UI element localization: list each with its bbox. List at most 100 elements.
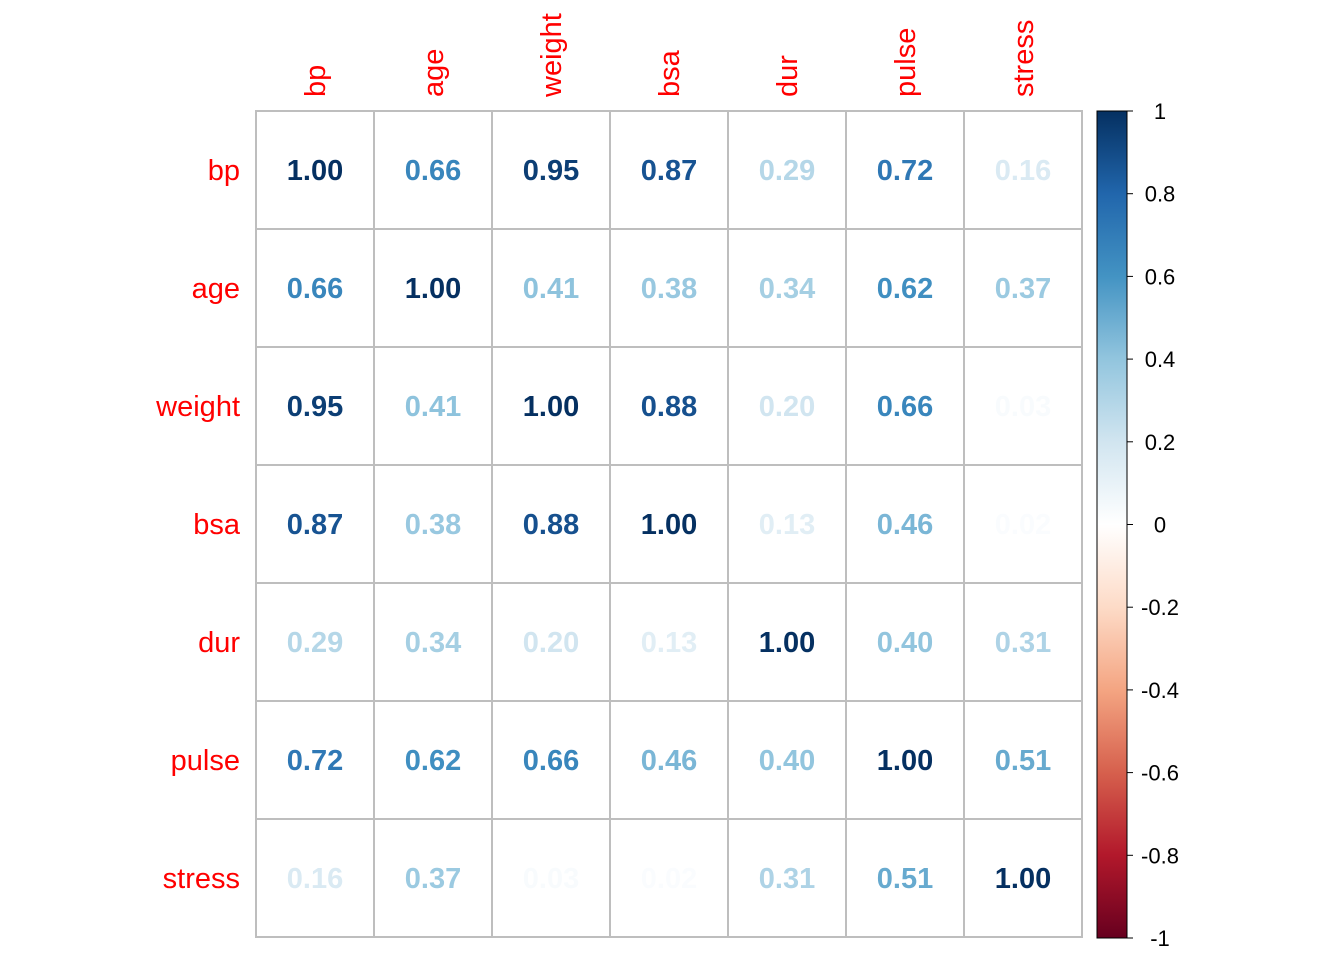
cell-value-bsa-weight: 0.88: [523, 509, 579, 541]
cell-value-weight-bp: 0.95: [287, 391, 343, 423]
cell-value-dur-bsa: 0.13: [641, 627, 697, 659]
cell-weight-age: [373, 346, 493, 466]
row-label-bp: bp: [208, 155, 240, 187]
cell-weight-weight: [491, 346, 611, 466]
cell-value-stress-pulse: 0.51: [877, 863, 933, 895]
cell-value-weight-weight: 1.00: [523, 391, 579, 423]
colorbar-tick-label: -0.6: [1141, 761, 1179, 786]
row-label-pulse: pulse: [171, 745, 240, 777]
column-label-dur: dur: [772, 55, 804, 97]
column-label-stress: stress: [1008, 20, 1040, 97]
cell-bsa-bp: [255, 464, 375, 584]
cell-value-pulse-bp: 0.72: [287, 745, 343, 777]
cell-value-age-pulse: 0.62: [877, 273, 933, 305]
cell-value-weight-stress: 0.03: [995, 391, 1051, 423]
row-labels: bp age weight bsa dur pulse stress: [155, 155, 241, 895]
cell-value-age-stress: 0.37: [995, 273, 1051, 305]
cell-stress-bsa: [609, 818, 729, 938]
colorbar-gradient: [1096, 110, 1128, 939]
cell-pulse-age: [373, 700, 493, 820]
cell-value-weight-dur: 0.20: [759, 391, 815, 423]
cell-value-weight-pulse: 0.66: [877, 391, 933, 423]
cell-dur-weight: [491, 582, 611, 702]
cell-stress-weight: [491, 818, 611, 938]
cell-bsa-bsa: [609, 464, 729, 584]
cell-value-bp-stress: 0.16: [995, 155, 1051, 187]
cell-value-dur-weight: 0.20: [523, 627, 579, 659]
cell-stress-dur: [727, 818, 847, 938]
cell-value-bp-bsa: 0.87: [641, 155, 697, 187]
column-label-weight: weight: [536, 13, 568, 98]
cell-value-stress-dur: 0.31: [759, 863, 815, 895]
cell-bp-pulse: [845, 110, 965, 230]
cell-dur-bp: [255, 582, 375, 702]
cell-value-bp-age: 0.66: [405, 155, 461, 187]
cell-value-weight-age: 0.41: [405, 391, 461, 423]
cell-pulse-stress: [963, 700, 1083, 820]
row-label-age: age: [192, 273, 240, 305]
cell-bp-age: [373, 110, 493, 230]
cell-weight-pulse: [845, 346, 965, 466]
colorbar-tick-label: 0.8: [1145, 182, 1176, 207]
cell-value-dur-age: 0.34: [405, 627, 461, 659]
cell-value-pulse-bsa: 0.46: [641, 745, 697, 777]
cell-value-pulse-dur: 0.40: [759, 745, 815, 777]
cell-age-stress: [963, 228, 1083, 348]
cell-value-bp-bp: 1.00: [287, 155, 343, 187]
cell-age-weight: [491, 228, 611, 348]
cell-age-bp: [255, 228, 375, 348]
cell-weight-dur: [727, 346, 847, 466]
column-label-bsa: bsa: [654, 49, 686, 97]
cell-value-stress-weight: 0.03: [523, 863, 579, 895]
cell-value-stress-age: 0.37: [405, 863, 461, 895]
cell-value-bp-pulse: 0.72: [877, 155, 933, 187]
column-labels: bp age weight bsa dur pulse stress: [300, 13, 1040, 98]
cell-stress-stress: [963, 818, 1083, 938]
colorbar-tick-label: -0.8: [1141, 843, 1179, 868]
column-label-pulse: pulse: [890, 28, 922, 97]
cell-value-dur-stress: 0.31: [995, 627, 1051, 659]
cell-value-age-age: 1.00: [405, 273, 461, 305]
cell-value-bp-weight: 0.95: [523, 155, 579, 187]
cell-value-pulse-stress: 0.51: [995, 745, 1051, 777]
cell-value-pulse-pulse: 1.00: [877, 745, 933, 777]
cell-value-bsa-bp: 0.87: [287, 509, 343, 541]
cell-value-bsa-pulse: 0.46: [877, 509, 933, 541]
colorbar-legend: 1 0.8 0.6 0.4 0.2 0 -0.2 -0.4 -0.6 -0.8 -1: [1096, 99, 1179, 951]
cell-value-stress-bsa: 0.02: [641, 863, 697, 895]
colorbar-tick-label: 1: [1154, 99, 1166, 124]
cell-value-age-bsa: 0.38: [641, 273, 697, 305]
cell-value-bsa-age: 0.38: [405, 509, 461, 541]
colorbar-tick-label: 0.2: [1145, 430, 1176, 455]
cell-value-bsa-dur: 0.13: [759, 509, 815, 541]
row-label-bsa: bsa: [193, 509, 241, 541]
cell-value-bsa-stress: 0.02: [995, 509, 1051, 541]
column-label-bp: bp: [300, 65, 332, 97]
cell-pulse-bp: [255, 700, 375, 820]
colorbar-tick-label: 0.6: [1145, 264, 1176, 289]
colorbar-tick-label: -0.4: [1141, 678, 1179, 703]
column-label-age: age: [418, 49, 450, 97]
colorbar-tick-label: -1: [1150, 926, 1170, 951]
cell-value-weight-bsa: 0.88: [641, 391, 697, 423]
cell-value-stress-stress: 1.00: [995, 863, 1051, 895]
cell-value-pulse-weight: 0.66: [523, 745, 579, 777]
row-label-dur: dur: [198, 627, 240, 659]
cell-weight-bsa: [609, 346, 729, 466]
cell-age-dur: [727, 228, 847, 348]
cell-value-pulse-age: 0.62: [405, 745, 461, 777]
cell-stress-pulse: [845, 818, 965, 938]
cell-value-age-bp: 0.66: [287, 273, 343, 305]
cell-bsa-age: [373, 464, 493, 584]
cell-bsa-pulse: [845, 464, 965, 584]
cell-pulse-bsa: [609, 700, 729, 820]
cell-bp-bp: [255, 110, 375, 230]
colorbar-tick-label: -0.2: [1141, 595, 1179, 620]
cell-value-bp-dur: 0.29: [759, 155, 815, 187]
cell-pulse-dur: [727, 700, 847, 820]
row-label-weight: weight: [155, 391, 240, 423]
row-label-stress: stress: [163, 863, 240, 895]
heatmap-grid: 1.00 0.66 0.95 0.87 0.29 0.72 0.16 0.66 1.00 0.41…: [255, 110, 1083, 938]
cell-stress-bp: [255, 818, 375, 938]
